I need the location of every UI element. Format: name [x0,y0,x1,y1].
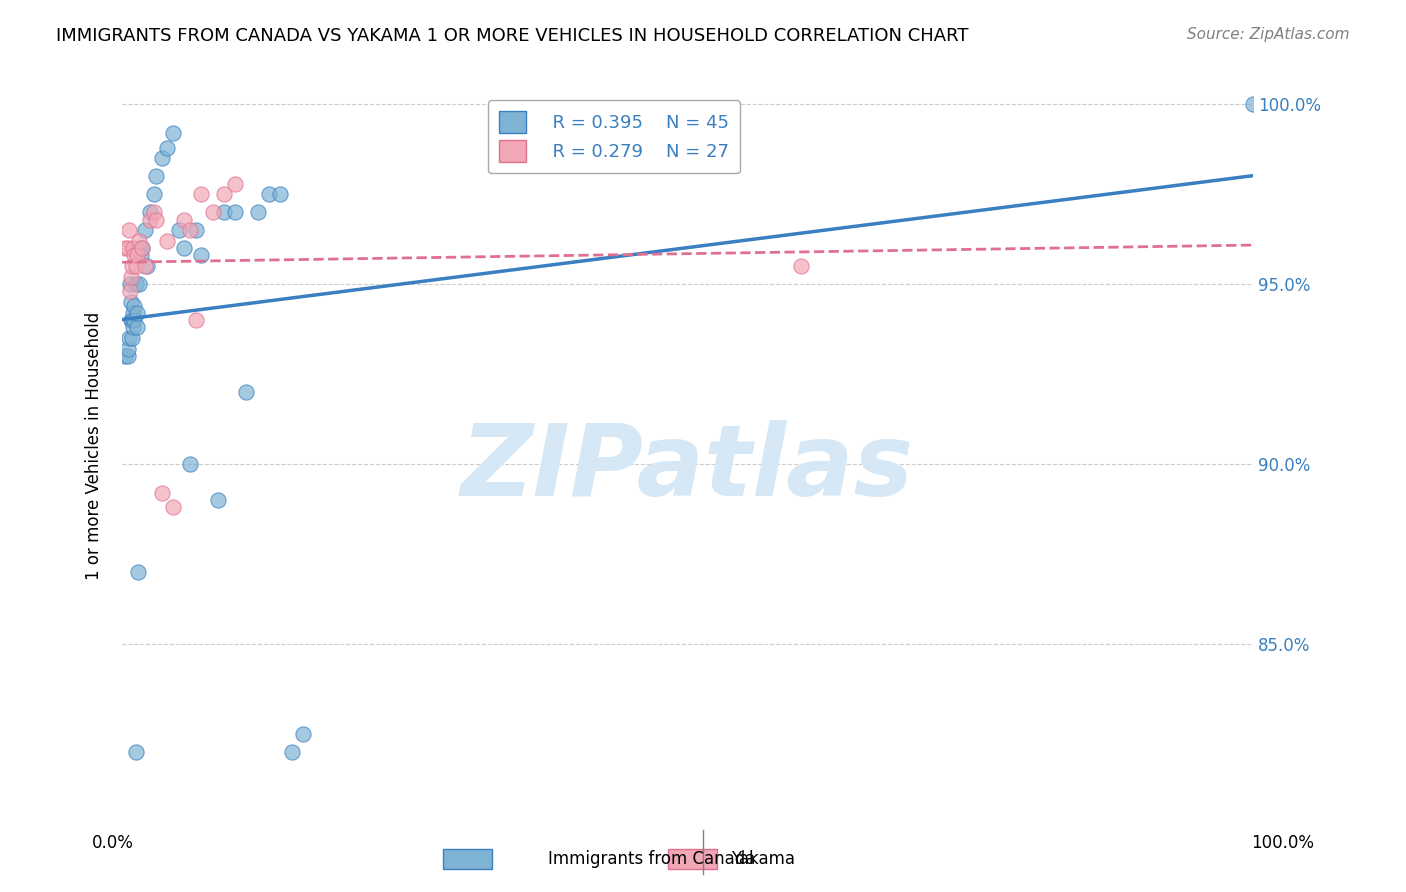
Point [121,331,143,345]
Point [156,234,179,248]
Point [179,457,201,471]
Point [125,320,148,334]
Point [125,306,148,320]
Point [291,726,314,740]
Point [257,187,280,202]
Point [117,349,139,363]
Point [184,313,207,327]
Text: Source: ZipAtlas.com: Source: ZipAtlas.com [1187,27,1350,42]
Point [136,259,159,273]
Point [120,295,142,310]
Text: Yakama: Yakama [731,850,796,868]
Text: 0.0%: 0.0% [91,834,134,852]
Point [124,259,146,273]
Point [184,223,207,237]
Point [118,223,141,237]
Point [789,259,811,273]
Point [207,492,229,507]
Point [134,223,156,237]
Point [122,241,145,255]
Point [162,500,184,515]
Point [118,285,141,299]
Point [269,187,291,202]
Point [129,241,152,255]
Point [1241,97,1264,112]
Point [118,277,141,292]
Point [124,745,146,759]
Point [142,205,165,219]
Point [212,187,235,202]
Point [190,187,212,202]
Point [145,212,167,227]
Point [121,259,143,273]
Point [162,126,184,140]
Point [118,331,141,345]
Point [124,313,146,327]
Text: ZIPatlas: ZIPatlas [461,420,914,517]
Point [145,169,167,184]
Point [120,313,142,327]
Text: Immigrants from Canada: Immigrants from Canada [548,850,755,868]
Point [139,212,162,227]
Point [179,223,201,237]
Y-axis label: 1 or more Vehicles in Household: 1 or more Vehicles in Household [86,312,103,580]
Point [190,248,212,262]
Point [122,306,145,320]
Point [173,241,195,255]
Legend:   R = 0.395    N = 45,   R = 0.279    N = 27: R = 0.395 N = 45, R = 0.279 N = 27 [488,100,740,173]
Point [114,349,136,363]
Point [139,205,162,219]
Point [212,205,235,219]
Point [124,299,146,313]
Point [128,234,150,248]
Point [150,485,173,500]
Point [280,745,302,759]
Point [128,277,150,292]
Point [224,177,246,191]
Point [124,248,146,262]
Point [142,187,165,202]
Point [117,342,139,356]
Point [134,259,156,273]
Point [224,205,246,219]
Point [167,223,190,237]
Point [131,241,153,255]
Point [131,241,153,255]
Point [124,277,146,292]
Point [121,313,143,327]
Point [125,248,148,262]
Point [129,248,152,262]
Point [120,270,142,285]
Point [114,241,136,255]
Point [173,212,195,227]
Point [156,140,179,154]
Point [246,205,269,219]
Point [150,152,173,166]
Point [201,205,224,219]
Point [127,565,149,579]
Point [235,385,257,400]
Text: 100.0%: 100.0% [1251,834,1315,852]
Point [117,241,139,255]
Point [122,320,145,334]
Text: IMMIGRANTS FROM CANADA VS YAKAMA 1 OR MORE VEHICLES IN HOUSEHOLD CORRELATION CHA: IMMIGRANTS FROM CANADA VS YAKAMA 1 OR MO… [56,27,969,45]
